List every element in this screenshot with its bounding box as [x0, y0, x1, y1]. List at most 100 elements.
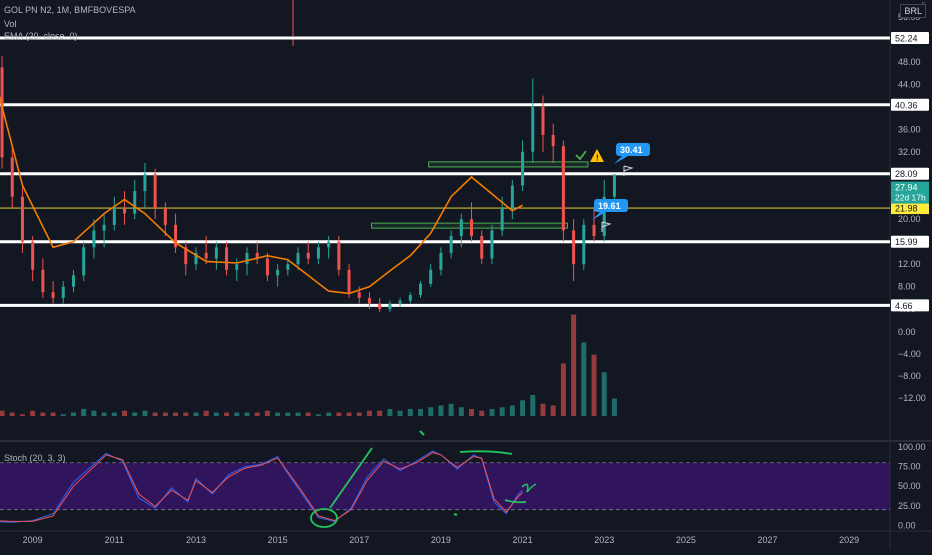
volume-bar — [397, 410, 403, 416]
candle-body[interactable] — [531, 106, 535, 152]
annotation-circle[interactable] — [310, 508, 338, 528]
annotation-dot[interactable] — [419, 430, 425, 436]
candle-body[interactable] — [449, 236, 453, 253]
candle-body[interactable] — [561, 146, 565, 231]
candle-body[interactable] — [500, 207, 504, 231]
candle-body[interactable] — [214, 247, 218, 259]
volume-bar — [40, 412, 46, 416]
candle-body[interactable] — [521, 151, 525, 186]
candle-body[interactable] — [163, 207, 167, 225]
candle-body[interactable] — [572, 230, 576, 265]
annotation-trend-line[interactable] — [329, 447, 373, 509]
candle-body[interactable] — [123, 207, 127, 214]
candle-body[interactable] — [225, 247, 229, 270]
annotation-mark[interactable] — [453, 513, 458, 516]
candle-body[interactable] — [408, 295, 412, 301]
candle-body[interactable] — [327, 241, 331, 248]
volume-bar — [438, 405, 444, 416]
candle-body[interactable] — [265, 258, 269, 276]
candle-body[interactable] — [582, 224, 586, 265]
candle-body[interactable] — [133, 191, 137, 214]
candle-body[interactable] — [20, 196, 24, 242]
stoch-tick-label: 50.00 — [898, 481, 921, 491]
candle-body[interactable] — [480, 236, 484, 259]
annotation-scribble[interactable] — [521, 483, 537, 493]
candle-body[interactable] — [174, 224, 178, 248]
volume-bar — [418, 409, 424, 416]
candle-body[interactable] — [612, 174, 616, 197]
candle-body[interactable] — [459, 219, 463, 237]
candle-body[interactable] — [112, 207, 116, 225]
candle-body[interactable] — [347, 269, 351, 293]
candle-body[interactable] — [398, 300, 402, 304]
price-marker-bubble[interactable] — [594, 199, 628, 212]
candle-body[interactable] — [51, 292, 55, 298]
candle-body[interactable] — [429, 269, 433, 284]
candle-body[interactable] — [10, 157, 14, 197]
symbol-legend[interactable]: GOL PN N2, 1M, BMFBOVESPA — [4, 5, 136, 15]
candle-body[interactable] — [296, 252, 300, 265]
check-icon[interactable] — [575, 150, 587, 161]
candle-body[interactable] — [602, 196, 606, 237]
candle-body[interactable] — [92, 230, 96, 248]
annotation-top-line[interactable] — [459, 450, 513, 455]
volume-bar — [244, 412, 250, 416]
candle-body[interactable] — [316, 247, 320, 259]
price-level-label: 52.24 — [895, 33, 918, 43]
candle-body[interactable] — [194, 252, 198, 265]
volume-bar — [305, 412, 311, 416]
candle-body[interactable] — [551, 134, 555, 147]
candle-body[interactable] — [153, 174, 157, 208]
price-marker-bubble[interactable] — [616, 143, 650, 156]
volume-bar — [203, 410, 209, 416]
candle-body[interactable] — [82, 247, 86, 276]
ema-line[interactable] — [0, 67, 523, 295]
candle-body[interactable] — [541, 106, 545, 135]
candle-body[interactable] — [510, 185, 514, 208]
ema-legend[interactable]: EMA (20, close, 0) — [4, 31, 78, 41]
candle-body[interactable] — [306, 252, 310, 259]
candle-body[interactable] — [337, 241, 341, 270]
candle-body[interactable] — [102, 224, 106, 231]
candle-body[interactable] — [184, 247, 188, 265]
candle-body[interactable] — [41, 269, 45, 293]
candle-body[interactable] — [143, 174, 147, 192]
candle-body[interactable] — [31, 241, 35, 270]
flag-icon[interactable] — [623, 165, 634, 176]
candle-body[interactable] — [204, 252, 208, 259]
candle-body[interactable] — [419, 283, 423, 296]
candle-body[interactable] — [71, 275, 75, 287]
candle-body[interactable] — [235, 264, 239, 270]
price-level-tag — [891, 235, 929, 248]
candle-body[interactable] — [367, 297, 371, 304]
candle-body[interactable] — [245, 252, 249, 265]
candle-body[interactable] — [276, 269, 280, 276]
candle-body[interactable] — [286, 264, 290, 270]
candle-body[interactable] — [255, 252, 259, 259]
volume-legend[interactable]: Vol — [4, 19, 17, 29]
candle-body[interactable] — [439, 252, 443, 270]
candle-body[interactable] — [61, 286, 65, 298]
zone-box[interactable] — [371, 222, 568, 229]
candle-body[interactable] — [357, 292, 361, 298]
flag-icon[interactable] — [601, 221, 612, 232]
candle-body[interactable] — [592, 224, 596, 237]
price-level-label: 28.09 — [895, 169, 918, 179]
candle-body[interactable] — [470, 219, 474, 237]
stoch-d-line[interactable] — [0, 452, 523, 522]
warning-icon[interactable] — [590, 149, 604, 162]
price-level-tag — [891, 98, 929, 111]
stoch-legend[interactable]: Stoch (20, 3, 3) — [4, 453, 66, 463]
volume-bar — [173, 412, 179, 416]
zone-box[interactable] — [428, 161, 589, 168]
annotation-bottom-line[interactable] — [504, 499, 527, 504]
time-tick-label: 2011 — [105, 535, 124, 545]
candle-body[interactable] — [388, 303, 392, 310]
warning-icon-mark: ! — [596, 154, 599, 163]
currency-badge[interactable]: BRL — [900, 4, 926, 18]
candle-body[interactable] — [0, 67, 4, 158]
candle-body[interactable] — [490, 230, 494, 259]
candle-body[interactable] — [378, 303, 382, 310]
